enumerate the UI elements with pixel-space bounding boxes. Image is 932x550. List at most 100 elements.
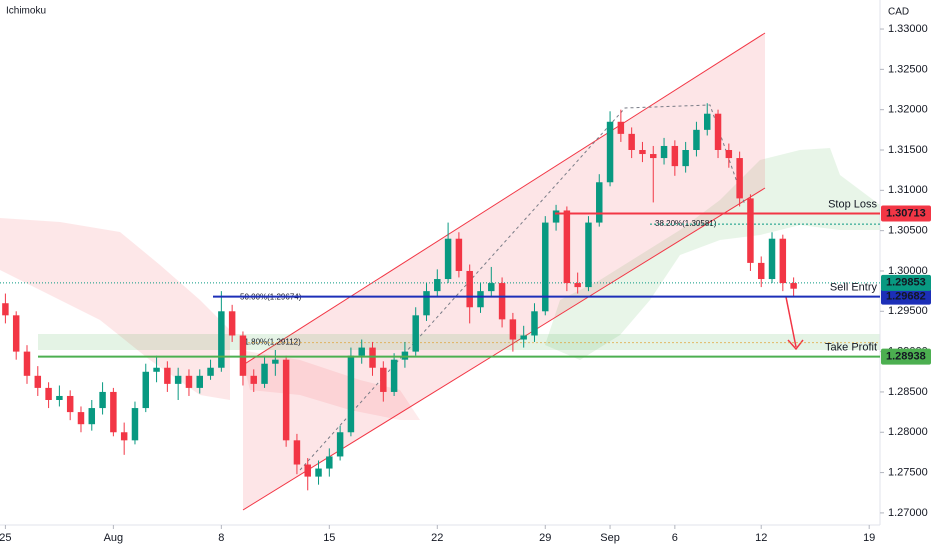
candle-body	[714, 113, 722, 150]
y-tick-label: 1.28000	[888, 426, 928, 438]
candle-body	[34, 375, 42, 388]
y-tick-label: 1.31500	[888, 144, 928, 156]
x-tick-label: 12	[755, 532, 767, 544]
level-box	[881, 288, 931, 305]
x-tick-label: 15	[323, 532, 335, 544]
candle-body	[218, 311, 225, 368]
candle-body	[498, 283, 506, 320]
candle-body	[660, 145, 668, 159]
candle-body	[779, 238, 787, 284]
candle-body	[110, 391, 117, 433]
price-box	[881, 274, 931, 291]
candle-body	[56, 395, 63, 400]
candle-body	[757, 262, 765, 280]
x-tick-label: 8	[218, 532, 224, 544]
y-tick-label: 1.32000	[888, 104, 928, 116]
level-name: Stop Loss	[828, 198, 877, 210]
candle-body	[671, 145, 679, 167]
candle-body	[509, 319, 517, 340]
candle-body	[466, 270, 473, 308]
candle-body	[207, 367, 214, 376]
candle-body	[164, 367, 171, 384]
candle-body	[23, 351, 31, 376]
candle-body	[444, 238, 452, 280]
candle-body	[99, 391, 106, 409]
level-value: 1.29682	[886, 291, 926, 303]
candle-body	[131, 408, 139, 441]
candle-body	[185, 375, 193, 388]
candle-body	[174, 375, 182, 384]
candle-body	[390, 359, 398, 392]
candle-body	[650, 154, 657, 159]
candle-body	[585, 222, 592, 288]
candle-body	[153, 367, 160, 372]
candle-body	[628, 133, 635, 150]
candle-body	[369, 347, 376, 368]
candle-body	[250, 375, 257, 384]
y-tick-label: 1.32500	[888, 63, 928, 75]
candle-body	[12, 315, 20, 352]
candle-body	[228, 311, 236, 336]
candle-body	[682, 150, 689, 167]
candle-body	[747, 198, 754, 263]
y-tick-label: 1.33000	[888, 23, 928, 35]
candle-body	[574, 283, 581, 288]
candle-body	[196, 375, 203, 388]
x-tick-label: 6	[672, 532, 678, 544]
channel-line	[242, 187, 766, 511]
candle-body	[293, 440, 301, 465]
candle-body	[693, 129, 700, 150]
level-value: 1.30713	[886, 207, 926, 219]
channel-line	[242, 32, 766, 366]
y-tick-label: 1.29500	[888, 305, 928, 317]
candle-body	[455, 238, 463, 271]
candle-body	[358, 347, 365, 356]
candle-body	[315, 468, 322, 477]
x-tick-label: 22	[431, 532, 443, 544]
candle-body	[542, 222, 549, 312]
level-box	[881, 205, 931, 222]
candle-body	[304, 464, 311, 477]
level-name: Sell Entry	[830, 282, 878, 294]
y-tick-label: 1.27500	[888, 466, 928, 478]
x-tick-label: Sep	[600, 532, 620, 544]
candle-body	[488, 283, 495, 292]
y-tick-label: 1.28500	[888, 386, 928, 398]
y-tick-label: 1.30500	[888, 225, 928, 237]
x-tick-label: 19	[863, 532, 875, 544]
x-tick-label: 25	[0, 532, 12, 544]
ichimoku-cloud	[0, 218, 230, 400]
candle-body	[142, 371, 150, 409]
candle-body	[326, 456, 333, 469]
candle-body	[531, 311, 538, 336]
candle-body	[336, 432, 344, 457]
indicator-name: Ichimoku	[6, 6, 46, 17]
ichimoku-cloud	[545, 148, 880, 360]
fib-label: 38.20%(1.30581)	[655, 219, 717, 228]
candle-body	[736, 158, 743, 199]
fib-label: 61.80%(1.29112)	[240, 338, 301, 347]
candle-body	[477, 291, 484, 308]
candle-body	[606, 121, 614, 183]
candle-body	[347, 355, 355, 433]
candle-body	[563, 210, 571, 284]
x-tick-label: Aug	[104, 532, 124, 544]
candle-body	[790, 283, 797, 289]
candle-body	[596, 182, 603, 223]
candle-body	[380, 367, 387, 392]
candle-body	[617, 121, 625, 134]
candle-body	[77, 412, 85, 425]
level-name: Take Profit	[825, 342, 877, 354]
y-tick-label: 1.31000	[888, 184, 928, 196]
candle-body	[2, 303, 9, 316]
candle-body	[704, 113, 711, 130]
candle-body	[412, 315, 419, 352]
candle-body	[768, 238, 776, 280]
x-tick-label: 29	[539, 532, 551, 544]
level-value: 1.28938	[886, 351, 926, 363]
candle-body	[88, 408, 96, 425]
candle-body	[725, 150, 733, 159]
candle-body	[423, 291, 430, 316]
candle-body	[434, 279, 441, 292]
